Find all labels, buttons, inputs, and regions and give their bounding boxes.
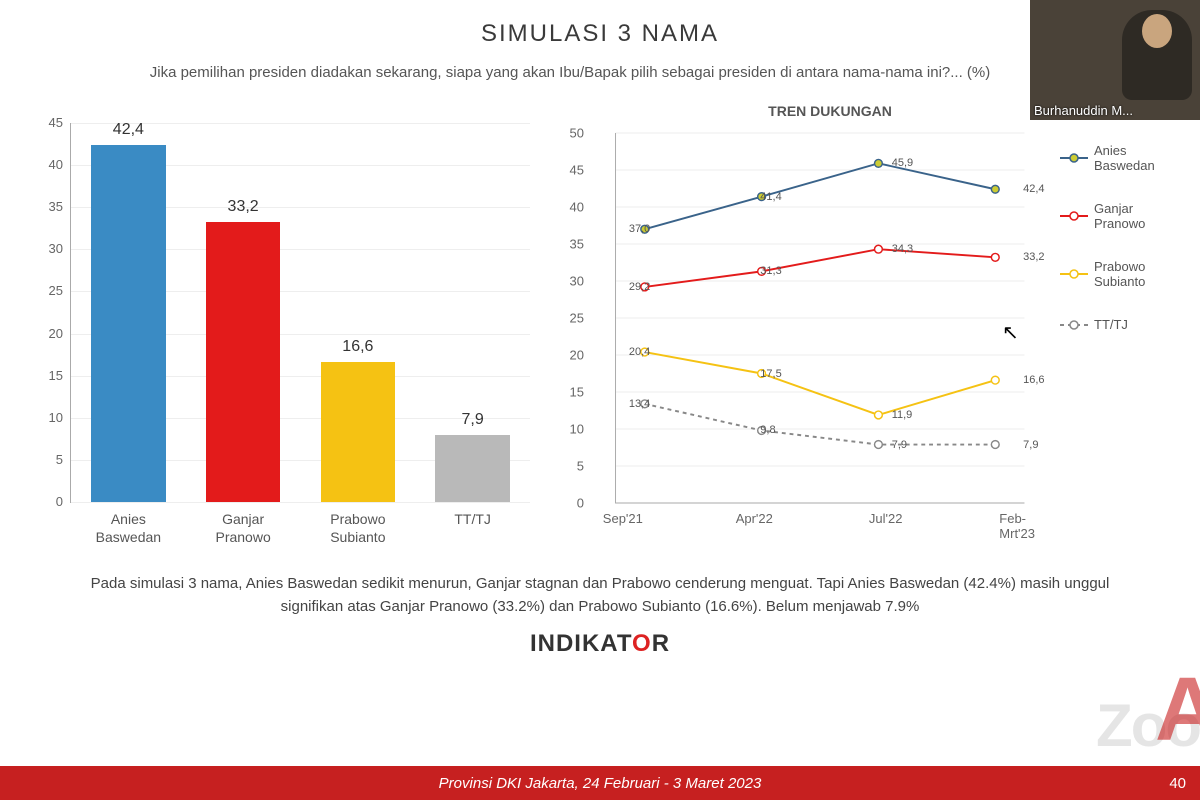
legend-label: Anies Baswedan <box>1094 143 1180 173</box>
series-marker <box>875 411 883 419</box>
point-label: 34,3 <box>892 243 913 255</box>
line-ytick: 0 <box>577 496 590 511</box>
point-label: 7,9 <box>892 439 907 451</box>
legend-label: TT/TJ <box>1094 317 1128 332</box>
line-ytick: 45 <box>570 163 590 178</box>
charts-row: 05101520253035404542,4AniesBaswedan33,2G… <box>0 83 1200 563</box>
slide-title: SIMULASI 3 NAMA <box>0 0 1200 48</box>
legend-item: Ganjar Pranowo <box>1060 201 1180 231</box>
line-ytick: 30 <box>570 274 590 289</box>
bar-ytick: 10 <box>49 410 71 425</box>
participant-name: Burhanuddin M... <box>1034 103 1196 118</box>
series-marker <box>991 376 999 384</box>
bar-ytick: 20 <box>49 326 71 341</box>
bar-ytick: 0 <box>56 494 71 509</box>
series-marker <box>991 185 999 193</box>
point-label: 37,0 <box>629 223 650 235</box>
bar-chart: 05101520253035404542,4AniesBaswedan33,2G… <box>20 103 540 563</box>
line-xtick: Sep'21 <box>603 503 643 526</box>
series-marker <box>875 245 883 253</box>
person-head <box>1142 14 1172 48</box>
point-label: 7,9 <box>1023 439 1038 451</box>
bar-category-label: GanjarPranowo <box>198 502 287 546</box>
bar-ytick: 35 <box>49 199 71 214</box>
legend-label: Ganjar Pranowo <box>1094 201 1180 231</box>
video-thumbnail[interactable]: Burhanuddin M... <box>1030 0 1200 120</box>
footer-text: Provinsi DKI Jakarta, 24 Februari - 3 Ma… <box>439 775 762 792</box>
bar-2: 16,6PrabowoSubianto <box>321 362 396 502</box>
bar-ytick: 45 <box>49 115 71 130</box>
bar-ytick: 30 <box>49 241 71 256</box>
point-label: 9,8 <box>760 424 775 436</box>
point-label: 33,2 <box>1023 251 1044 263</box>
page-number: 40 <box>1169 775 1186 792</box>
legend-item: TT/TJ <box>1060 317 1180 332</box>
bar-category-label: AniesBaswedan <box>84 502 173 546</box>
series-marker <box>875 159 883 167</box>
line-ytick: 25 <box>570 311 590 326</box>
point-label: 17,5 <box>760 368 781 380</box>
line-ytick: 10 <box>570 422 590 437</box>
bar-category-label: PrabowoSubianto <box>313 502 402 546</box>
bar-ytick: 25 <box>49 283 71 298</box>
point-label: 11,9 <box>892 409 913 421</box>
point-label: 42,4 <box>1023 183 1044 195</box>
bar-value-label: 16,6 <box>321 338 396 356</box>
line-xtick: Feb-Mrt'23 <box>999 503 1035 541</box>
point-label: 45,9 <box>892 157 913 169</box>
line-ytick: 35 <box>570 237 590 252</box>
line-ytick: 15 <box>570 385 590 400</box>
point-label: 16,6 <box>1023 374 1044 386</box>
line-legend: Anies Baswedan Ganjar Pranowo Prabowo Subi… <box>1060 143 1180 360</box>
slide-subtitle: Jika pemilihan presiden diadakan sekaran… <box>0 48 1200 83</box>
point-label: 13,4 <box>629 398 650 410</box>
bar-1: 33,2GanjarPranowo <box>206 222 281 502</box>
bar-value-label: 42,4 <box>91 121 166 139</box>
line-xtick: Jul'22 <box>869 503 903 526</box>
legend-item: Prabowo Subianto <box>1060 259 1180 289</box>
point-label: 41,4 <box>760 191 781 203</box>
point-label: 31,3 <box>760 265 781 277</box>
bar-3: 7,9TT/TJ <box>435 435 510 502</box>
line-ytick: 40 <box>570 200 590 215</box>
bar-0: 42,4AniesBaswedan <box>91 145 166 502</box>
footer-bar: Provinsi DKI Jakarta, 24 Februari - 3 Ma… <box>0 766 1200 800</box>
indikator-logo: INDIKATOR <box>0 618 1200 658</box>
bar-category-label: TT/TJ <box>428 502 517 528</box>
point-label: 29,2 <box>629 281 650 293</box>
line-xtick: Apr'22 <box>736 503 773 526</box>
series-line-0 <box>645 163 996 229</box>
series-marker <box>991 253 999 261</box>
bar-value-label: 7,9 <box>435 411 510 429</box>
watermark-a: A <box>1155 659 1200 762</box>
bar-ytick: 40 <box>49 157 71 172</box>
legend-item: Anies Baswedan <box>1060 143 1180 173</box>
line-ytick: 50 <box>570 126 590 141</box>
series-line-2 <box>645 352 996 415</box>
series-marker <box>991 441 999 449</box>
line-ytick: 20 <box>570 348 590 363</box>
line-chart: TREN DUKUNGAN 05101520253035404550Sep'21… <box>540 103 1180 563</box>
bar-ytick: 5 <box>56 452 71 467</box>
line-ytick: 5 <box>577 459 590 474</box>
bar-ytick: 15 <box>49 368 71 383</box>
series-line-3 <box>645 404 996 445</box>
legend-label: Prabowo Subianto <box>1094 259 1180 289</box>
series-marker <box>875 441 883 449</box>
point-label: 20,4 <box>629 346 650 358</box>
description-text: Pada simulasi 3 nama, Anies Baswedan sed… <box>0 563 1200 618</box>
bar-value-label: 33,2 <box>206 198 281 216</box>
